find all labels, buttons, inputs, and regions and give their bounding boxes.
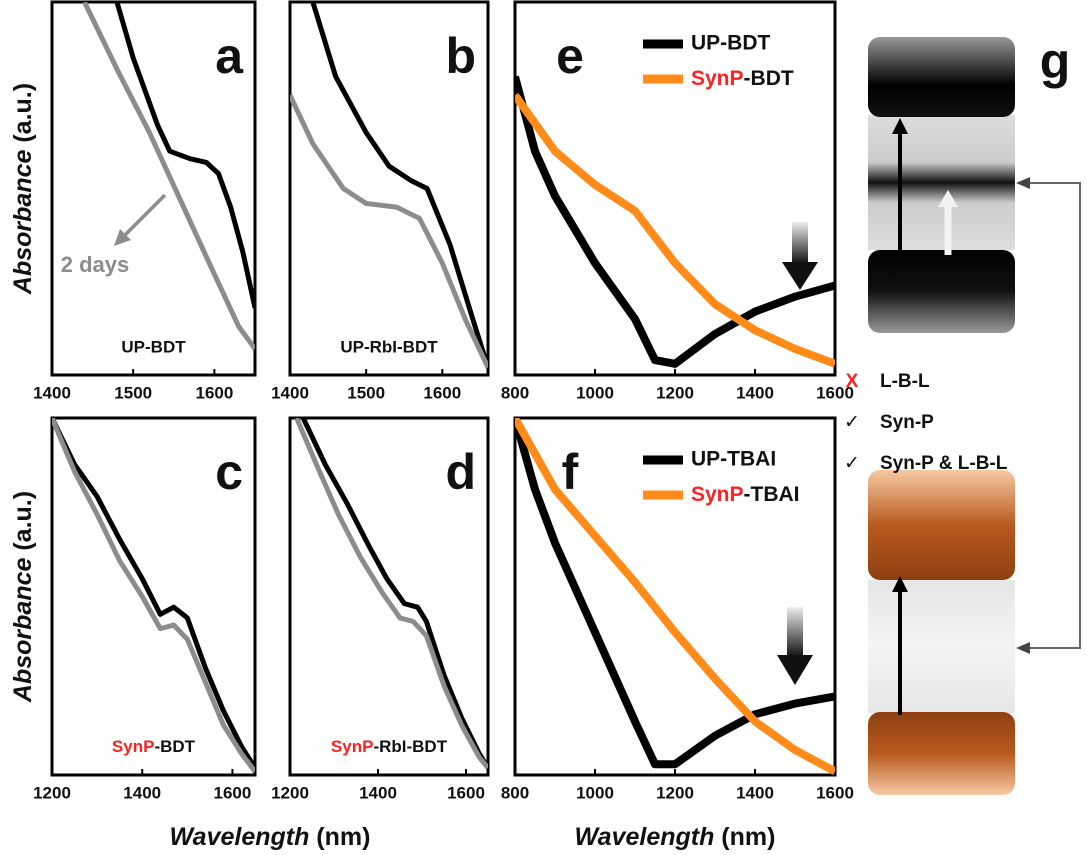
plot-frame: [50, 416, 257, 777]
connector-head: [1016, 177, 1030, 189]
spectrum-line: [515, 418, 835, 769]
arrow-shaft: [792, 222, 808, 264]
check-mark: X: [846, 371, 859, 392]
sample-label: SynP-RbI-BDT: [331, 737, 448, 756]
spectrum-line: [114, 2, 255, 309]
x-tick-label: 1200: [656, 783, 694, 802]
x-tick-label: 800: [501, 783, 529, 802]
x-tick-label: 1600: [447, 783, 485, 802]
connector: [1028, 182, 1081, 649]
legend-label: SynP-BDT: [691, 67, 794, 90]
x-tick-label: 1500: [114, 383, 152, 402]
diagram-g: g X L-B-L ✓ Syn-P ✓ Syn-P & L-B-L: [844, 33, 1081, 795]
panel: 1200 1400 1600 d SynP-RbI-BDT: [271, 416, 490, 802]
band-top: [868, 37, 1015, 117]
x-tick-label: 1400: [123, 783, 161, 802]
x-tick-label: 1600: [214, 783, 252, 802]
x-tick-label: 1500: [347, 383, 385, 402]
spectrum-line: [52, 418, 255, 770]
arrow-shaft: [787, 607, 803, 657]
plot-frame: [288, 0, 490, 377]
sample-label: UP-RbI-BDT: [340, 337, 438, 356]
x-tick-label: 1400: [359, 783, 397, 802]
spectrum-line: [294, 418, 488, 770]
x-tick-label: 1600: [816, 783, 854, 802]
energy-gap: [868, 580, 1015, 713]
x-tick-label: 1600: [195, 383, 233, 402]
x-tick-label: 1200: [656, 383, 694, 402]
spectrum-line: [515, 418, 835, 775]
x-tick-label: 1000: [576, 783, 614, 802]
aging-arrow: [122, 193, 167, 238]
indicator-arrows: [114, 193, 818, 685]
sample-label: UP-BDT: [121, 337, 186, 356]
x-tick-label: 1200: [271, 783, 309, 802]
connector-head: [1016, 642, 1030, 654]
arrow-head: [938, 190, 958, 207]
panel-label: f: [562, 444, 579, 500]
panel: 1400 1500 1600 a UP-BDT 2 days Absorbance (a.u…: [9, 0, 257, 402]
arrow-head: [114, 229, 131, 246]
band-bottom: [868, 712, 1015, 795]
x-tick-label: 1400: [736, 383, 774, 402]
panel-label: e: [556, 28, 584, 84]
spectrum-line: [52, 418, 255, 773]
arrow-head: [892, 118, 908, 134]
spectrum-line: [82, 2, 255, 351]
arrow-head: [782, 262, 818, 290]
legend-label: UP-TBAI: [691, 448, 776, 471]
panel-label: g: [1040, 33, 1071, 89]
legend-label: UP-BDT: [691, 32, 770, 55]
panel-label: b: [445, 28, 476, 84]
x-tick-label: 800: [501, 383, 529, 402]
x-tick-label: 1400: [271, 383, 309, 402]
spectrum-line: [515, 75, 835, 368]
legend-label: SynP-TBAI: [691, 483, 800, 506]
check-mark: ✓: [844, 412, 860, 433]
check-mark: ✓: [844, 453, 860, 474]
x-tick-label: 1600: [423, 383, 461, 402]
plot-frame: [288, 416, 490, 777]
spectrum-line: [310, 2, 488, 369]
arrow-head: [892, 576, 908, 592]
panel: 800 1000 1200 1400 1600 UP-BDT SynP-BDT e: [501, 0, 854, 402]
panel-label: a: [215, 28, 244, 84]
x-tick-label: 1400: [33, 383, 71, 402]
panel-label: d: [445, 444, 476, 500]
arrow-head: [777, 655, 813, 685]
plot-frame: [50, 0, 257, 377]
x-axis-title: Wavelength (nm): [575, 823, 776, 851]
y-axis-title: Absorbance (a.u.): [9, 83, 37, 295]
check-item: L-B-L: [880, 371, 930, 392]
y-axis-title: Absorbance (a.u.): [9, 491, 37, 703]
x-tick-label: 1600: [816, 383, 854, 402]
panel: 1400 1500 1600 b UP-RbI-BDT: [271, 0, 490, 402]
spectrum-line: [515, 92, 835, 368]
spectrum-line: [300, 418, 488, 770]
panel: 1200 1400 1600 c SynP-BDT Absorbance (a.u.) Wa…: [9, 416, 371, 851]
check-item: Syn-P: [880, 412, 934, 433]
spectrum-line: [290, 94, 488, 369]
x-tick-label: 1200: [33, 783, 71, 802]
x-tick-label: 1400: [736, 783, 774, 802]
panel: 800 1000 1200 1400 1600 UP-TBAI SynP-TBAI f Wave…: [501, 416, 854, 851]
x-tick-label: 1000: [576, 383, 614, 402]
aging-label: 2 days: [61, 252, 130, 277]
check-item: Syn-P & L-B-L: [880, 453, 1008, 474]
energy-gap: [868, 115, 1015, 250]
panel-label: c: [215, 444, 243, 500]
band-bottom: [868, 250, 1015, 333]
sample-label: SynP-BDT: [112, 737, 196, 756]
x-axis-title: Wavelength (nm): [170, 823, 371, 851]
band-top: [868, 470, 1015, 580]
